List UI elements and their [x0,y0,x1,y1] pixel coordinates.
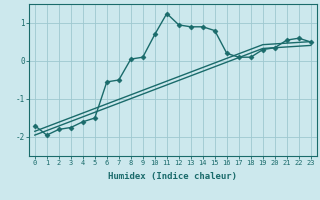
X-axis label: Humidex (Indice chaleur): Humidex (Indice chaleur) [108,172,237,181]
